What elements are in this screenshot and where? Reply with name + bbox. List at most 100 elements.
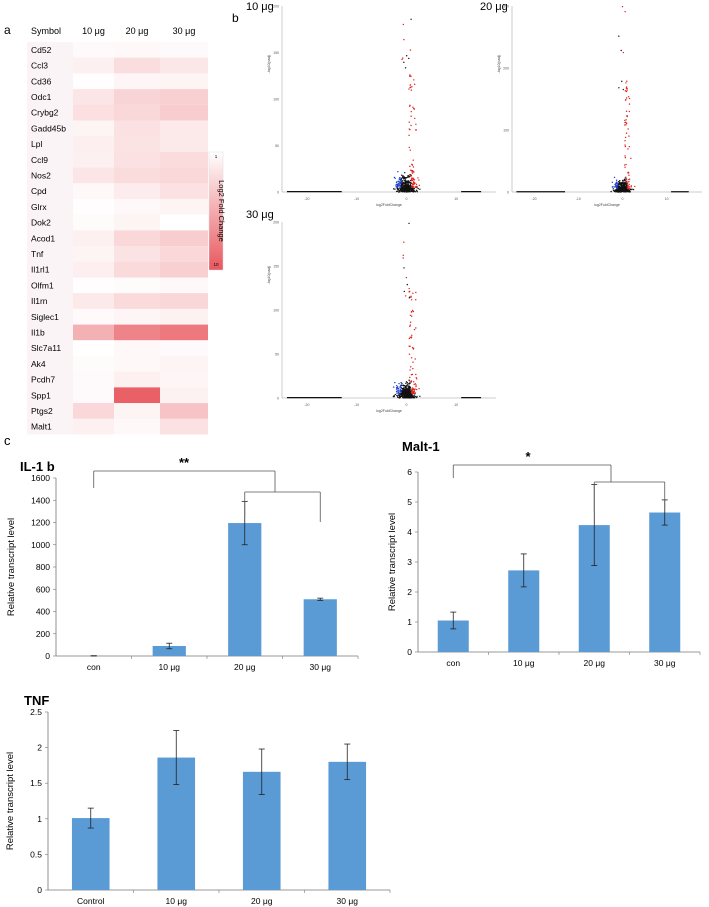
x-tick-label: con (87, 662, 101, 672)
volcano-point (399, 189, 402, 191)
volcano-point (414, 395, 417, 398)
heatmap-label-cell (27, 418, 73, 435)
tnf-title: TNF (24, 693, 49, 708)
malt1-chart: Malt-1 0 1 2 3 4 5 6 Relative transcript level co… (387, 439, 701, 668)
heatmap-cell (73, 356, 114, 372)
volcano-point (406, 189, 408, 191)
volcano-point (418, 179, 420, 181)
volcano-point (414, 388, 416, 390)
volcano-point-sig (628, 145, 631, 148)
volcano-point (412, 392, 415, 394)
volcano-point-sig (624, 119, 626, 122)
heatmap-cell (73, 120, 114, 137)
volcano-point-sig (410, 89, 413, 91)
x-tick-label: 10 μg (166, 896, 188, 906)
volcano-point-sig (408, 146, 410, 149)
volcano-point (407, 392, 410, 394)
volcano-xtick: -20 (304, 403, 309, 407)
volcano-point-sig (624, 155, 626, 157)
volcano-point (395, 388, 398, 390)
volcano-ytick: 0 (277, 191, 279, 195)
heatmap-cell (73, 230, 114, 247)
y-tick-label: 400 (36, 607, 50, 617)
volcano-ytick: 100 (503, 129, 509, 133)
heatmap-label-cell (27, 183, 73, 199)
volcano-point-sig (410, 124, 412, 127)
volcano-point-sig (410, 115, 412, 117)
volcano-point (408, 388, 411, 390)
volcano-point (397, 388, 400, 390)
volcano-point-top (621, 80, 623, 83)
volcano-point (411, 177, 414, 180)
heatmap-header-col-2: 20 μg (126, 26, 149, 36)
heatmap-cell (160, 403, 208, 419)
volcano-point (397, 188, 400, 190)
heatmap-row-label: Il1rl1 (31, 265, 50, 275)
y-tick-label: 0 (37, 885, 42, 895)
heatmap-row-label: Olfm1 (31, 280, 54, 290)
significance-marker: ** (179, 455, 190, 470)
heatmap-header-symbol: Symbol (31, 26, 61, 36)
volcano-point-sig (625, 98, 627, 101)
heatmap-cell (73, 308, 114, 325)
volcano-point-sig (412, 348, 415, 350)
heatmap-row-label: Nos2 (31, 170, 51, 180)
volcano-point-top (405, 295, 407, 297)
heatmap-cell (73, 261, 114, 278)
volcano-ytick: 100 (273, 309, 279, 313)
volcano-point (400, 174, 403, 176)
volcano-point (622, 189, 625, 192)
volcano-point-sig (624, 164, 626, 166)
panel-label-c: c (4, 433, 11, 448)
volcano-point-sig (627, 96, 630, 98)
volcano-point-sig (628, 135, 630, 137)
volcano-point-top (621, 5, 624, 8)
heatmap-label-cell (27, 214, 73, 231)
volcano-point (410, 380, 413, 382)
volcano-point-sig (628, 110, 631, 113)
volcano-point (624, 182, 626, 185)
heatmap-cell (114, 183, 160, 199)
heatmap-cell (160, 89, 208, 105)
volcano-point (627, 187, 630, 189)
y-tick-label: 0 (45, 651, 50, 661)
volcano-point (402, 175, 404, 177)
heatmap-legend-min: 1 (215, 154, 218, 159)
bar-4 (649, 512, 681, 652)
volcano-point (618, 180, 621, 182)
volcano-point (413, 396, 416, 399)
volcano-point-sig (410, 296, 412, 298)
y-tick-label: 2 (37, 743, 42, 753)
volcano-point (396, 391, 398, 393)
volcano-point (397, 170, 399, 173)
heatmap-row-label: Pcdh7 (31, 375, 55, 385)
volcano-point (624, 179, 626, 181)
heatmap-cell (73, 403, 114, 419)
heatmap-cell (114, 387, 160, 404)
volcano-point (410, 392, 413, 394)
volcano-point (418, 184, 421, 187)
volcano-point (413, 187, 415, 190)
volcano-xtick: 10 (454, 197, 458, 201)
volcano-ytick: 200 (503, 67, 509, 71)
volcano-point (418, 388, 420, 390)
volcano-ylabel: -log10(padj) (497, 55, 501, 74)
volcano-point (402, 178, 405, 180)
volcano-point (404, 386, 407, 388)
volcano-point (410, 187, 412, 190)
volcano-point (397, 394, 400, 396)
volcano-point (407, 385, 409, 387)
volcano-point (402, 185, 405, 187)
volcano-point (401, 182, 404, 184)
volcano-point-sig (411, 373, 414, 376)
heatmap-label-cell (27, 387, 73, 404)
heatmap-legend-bar (208, 151, 224, 271)
volcano-xtick: -20 (532, 197, 537, 201)
volcano-point-sig (412, 170, 414, 172)
volcano-ytick: 0 (507, 191, 509, 195)
volcano-ytick: 50 (275, 353, 279, 357)
volcano-point-top (408, 57, 410, 60)
heatmap-cell (73, 151, 114, 168)
volcano-point (625, 178, 628, 180)
volcano-xtick: 0 (405, 197, 407, 201)
